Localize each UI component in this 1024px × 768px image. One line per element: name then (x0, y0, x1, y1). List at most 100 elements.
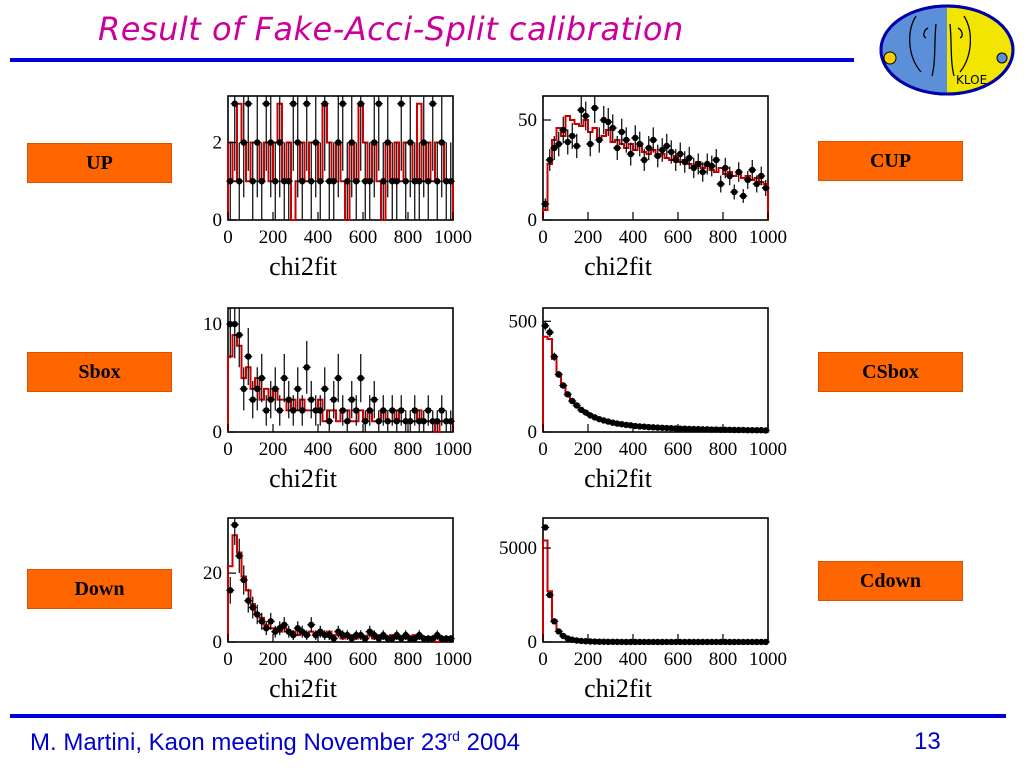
data-point (357, 374, 364, 382)
x-axis-label: chi2fit (584, 464, 653, 493)
data-point (443, 635, 450, 642)
data-point (254, 385, 261, 393)
data-point (267, 139, 274, 146)
data-point (663, 142, 670, 150)
data-point (281, 374, 288, 382)
data-point (636, 140, 643, 148)
data-point (330, 178, 337, 185)
data-point (335, 139, 342, 146)
data-point (411, 635, 418, 642)
footer-author: M. Martini, Kaon meeting November 23rd 2… (30, 728, 520, 757)
label-csbox: CSbox (818, 352, 963, 392)
data-point (605, 638, 612, 646)
data-point (690, 164, 697, 172)
data-point (303, 631, 310, 639)
data-point (425, 635, 432, 642)
data-point (317, 628, 324, 635)
data-point (245, 597, 252, 604)
data-point (650, 424, 657, 431)
data-point (371, 396, 378, 403)
data-point (339, 100, 346, 107)
data-point (690, 638, 697, 646)
data-point (276, 625, 283, 632)
data-point (573, 402, 580, 409)
panel-up: 0 200 400 600 800 1000 0 2 chi2fit (213, 95, 472, 281)
x-tick-label: 0 (538, 439, 548, 460)
data-point (762, 427, 769, 434)
data-point (429, 100, 436, 107)
x-tick-label: 800 (709, 227, 738, 248)
data-point (591, 104, 598, 112)
data-point (546, 156, 553, 164)
data-point (708, 638, 715, 646)
data-point (555, 371, 562, 378)
data-point (434, 631, 441, 639)
data-point (245, 353, 252, 360)
data-point (362, 178, 369, 185)
data-point (389, 635, 396, 642)
data-point (272, 628, 279, 635)
data-point (339, 407, 346, 414)
data-point (551, 144, 558, 152)
data-point (420, 418, 427, 425)
data-point (299, 628, 306, 635)
data-point (708, 162, 715, 170)
x-tick-label: 1000 (434, 649, 472, 670)
x-tick-label: 600 (664, 649, 693, 670)
data-point (402, 631, 409, 639)
data-point (744, 638, 751, 646)
y-tick-label: 20 (203, 563, 222, 584)
data-point (668, 148, 675, 156)
x-tick-label: 600 (349, 439, 378, 460)
data-point (699, 638, 706, 646)
data-point (236, 331, 243, 339)
panel-cup: 0 200 400 600 800 1000 0 50 chi2fit (518, 95, 787, 281)
data-point (276, 407, 283, 414)
x-tick-label: 0 (223, 439, 233, 460)
data-point (398, 407, 405, 414)
data-point (348, 396, 355, 403)
x-tick-label: 800 (394, 439, 423, 460)
data-point (231, 100, 238, 107)
data-point (312, 407, 319, 414)
data-point (353, 178, 360, 185)
footer-divider (10, 714, 1006, 718)
data-point (447, 418, 454, 425)
x-tick-label: 200 (574, 649, 603, 670)
data-point (249, 178, 256, 185)
data-point (623, 136, 630, 144)
label-cdown: Cdown (818, 561, 963, 601)
x-tick-label: 800 (394, 649, 423, 670)
data-point (744, 176, 751, 184)
data-point (555, 140, 562, 148)
data-point (299, 178, 306, 185)
data-point (542, 322, 549, 329)
panel-csbox: 0 200 400 600 800 1000 0 500 chi2fit (509, 307, 787, 493)
y-tick-label: 0 (213, 422, 223, 443)
x-tick-label: 200 (574, 439, 603, 460)
y-tick-label: 500 (509, 311, 538, 332)
data-point (542, 200, 549, 208)
data-point (389, 407, 396, 414)
data-point (308, 621, 315, 628)
data-point (303, 100, 310, 107)
data-point (564, 138, 571, 146)
data-point (272, 178, 279, 185)
y-tick-label: 10 (203, 314, 222, 335)
data-point (726, 172, 733, 180)
data-point (371, 139, 378, 146)
data-point (735, 426, 742, 434)
x-tick-label: 400 (619, 439, 648, 460)
data-point (411, 407, 418, 414)
data-point (402, 418, 409, 425)
data-point (726, 426, 733, 433)
data-point (758, 427, 765, 434)
label-sbox: Sbox (27, 352, 172, 392)
data-point (326, 178, 333, 185)
data-point (551, 618, 558, 625)
data-point (618, 128, 625, 136)
data-point (717, 426, 724, 433)
label-up: UP (27, 143, 172, 183)
y-tick-label: 0 (213, 210, 223, 231)
